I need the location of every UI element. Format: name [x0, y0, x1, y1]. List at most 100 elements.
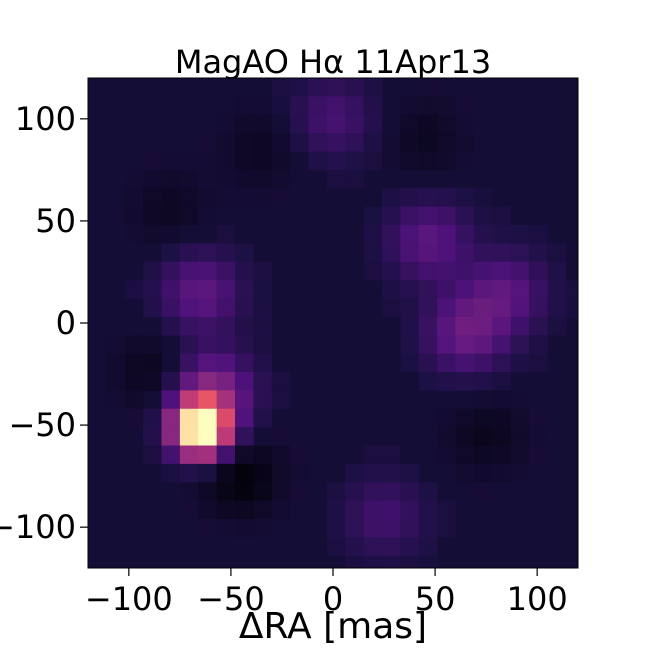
heatmap-cell — [473, 427, 493, 446]
heatmap-cell — [510, 408, 530, 428]
heatmap-cell — [326, 519, 346, 538]
heatmap-cell — [473, 280, 493, 299]
heatmap-cell — [473, 482, 493, 502]
heatmap-cell — [418, 500, 438, 520]
heatmap-cell — [179, 280, 199, 299]
heatmap-cell — [437, 427, 456, 446]
heatmap-cell — [161, 261, 181, 281]
heatmap-cell — [455, 133, 475, 152]
heatmap-cell — [455, 408, 475, 428]
heatmap-cell — [143, 335, 162, 355]
heatmap-cell — [235, 372, 254, 391]
heatmap-cell — [271, 169, 291, 189]
heatmap-cell — [161, 408, 181, 428]
heatmap-cell — [529, 243, 548, 263]
heatmap-cell — [235, 500, 254, 520]
heatmap-cell — [216, 316, 236, 336]
heatmap-cell — [161, 427, 181, 446]
heatmap-cell — [437, 243, 456, 263]
heatmap-cell — [216, 243, 236, 263]
x-tick-label: −100 — [85, 580, 173, 618]
heatmap-cell — [345, 555, 365, 569]
heatmap-cell — [382, 133, 401, 152]
heatmap-cell — [290, 445, 309, 465]
heatmap-cell — [179, 500, 199, 520]
heatmap-cell — [492, 298, 512, 318]
heatmap-cell — [529, 353, 548, 373]
heatmap-cell — [143, 353, 162, 373]
heatmap-cell — [510, 243, 530, 263]
heatmap-cell — [547, 316, 567, 336]
heatmap-cell — [253, 151, 273, 171]
heatmap-cell — [345, 133, 365, 152]
heatmap-cell — [492, 390, 512, 410]
heatmap-cell — [308, 151, 328, 171]
heatmap-cell — [198, 169, 218, 189]
heatmap-cell — [492, 408, 512, 428]
heatmap-cell — [345, 151, 365, 171]
heatmap-cell — [382, 500, 401, 520]
heatmap-cell — [124, 353, 144, 373]
heatmap-cell — [124, 390, 144, 410]
y-axis-ticks: −100 −50 0 50 100 — [0, 100, 88, 546]
heatmap-cell — [455, 316, 475, 336]
heatmap-cell — [437, 519, 456, 538]
heatmap-cell — [418, 261, 438, 281]
heatmap-cell — [363, 114, 383, 134]
heatmap-cell — [253, 519, 273, 538]
heatmap-cell — [400, 463, 420, 483]
heatmap-cell — [363, 519, 383, 538]
heatmap-cell — [418, 206, 438, 226]
heatmap-cell — [161, 372, 181, 391]
heatmap-cell — [161, 225, 181, 244]
heatmap-cell — [473, 445, 493, 465]
heatmap-cell — [124, 408, 144, 428]
heatmap-cell — [326, 537, 346, 557]
heatmap-cell — [290, 78, 309, 97]
heatmap-cell — [161, 316, 181, 336]
heatmap-cell — [106, 206, 126, 226]
heatmap-cell — [179, 482, 199, 502]
heatmap-cell — [216, 151, 236, 171]
heatmap-cell — [455, 280, 475, 299]
heatmap-cell — [473, 353, 493, 373]
heatmap-cell — [235, 482, 254, 502]
heatmap-cell — [198, 261, 218, 281]
heatmap-cell — [400, 298, 420, 318]
heatmap-cell — [179, 390, 199, 410]
heatmap-cell — [235, 151, 254, 171]
heatmap-cell — [529, 408, 548, 428]
heatmap-cell — [216, 114, 236, 134]
heatmap-cell — [235, 280, 254, 299]
heatmap-cell — [124, 225, 144, 244]
heatmap-cell — [253, 114, 273, 134]
heatmap-cell — [437, 96, 456, 116]
heatmap-cell — [547, 280, 567, 299]
heatmap-plot-area — [88, 78, 579, 569]
heatmap-cell — [400, 133, 420, 152]
heatmap-cell — [510, 316, 530, 336]
heatmap-cell — [400, 500, 420, 520]
heatmap-cell — [271, 500, 291, 520]
heatmap-cell — [382, 225, 401, 244]
heatmap-cell — [179, 372, 199, 391]
heatmap-cell — [161, 243, 181, 263]
heatmap-cell — [473, 243, 493, 263]
heatmap-cell — [253, 280, 273, 299]
heatmap-cell — [363, 537, 383, 557]
heatmap-cell — [455, 463, 475, 483]
heatmap-cell — [492, 261, 512, 281]
heatmap-cell — [565, 280, 579, 299]
heatmap-cell — [455, 261, 475, 281]
heatmap-cell — [382, 445, 401, 465]
heatmap-cell — [345, 500, 365, 520]
heatmap-cell — [382, 463, 401, 483]
y-tick-label: 0 — [56, 304, 76, 342]
heatmap-cell — [473, 463, 493, 483]
heatmap-cell — [179, 335, 199, 355]
heatmap-cell — [290, 463, 309, 483]
heatmap-cell — [418, 537, 438, 557]
heatmap-cell — [418, 133, 438, 152]
heatmap-cell — [418, 298, 438, 318]
